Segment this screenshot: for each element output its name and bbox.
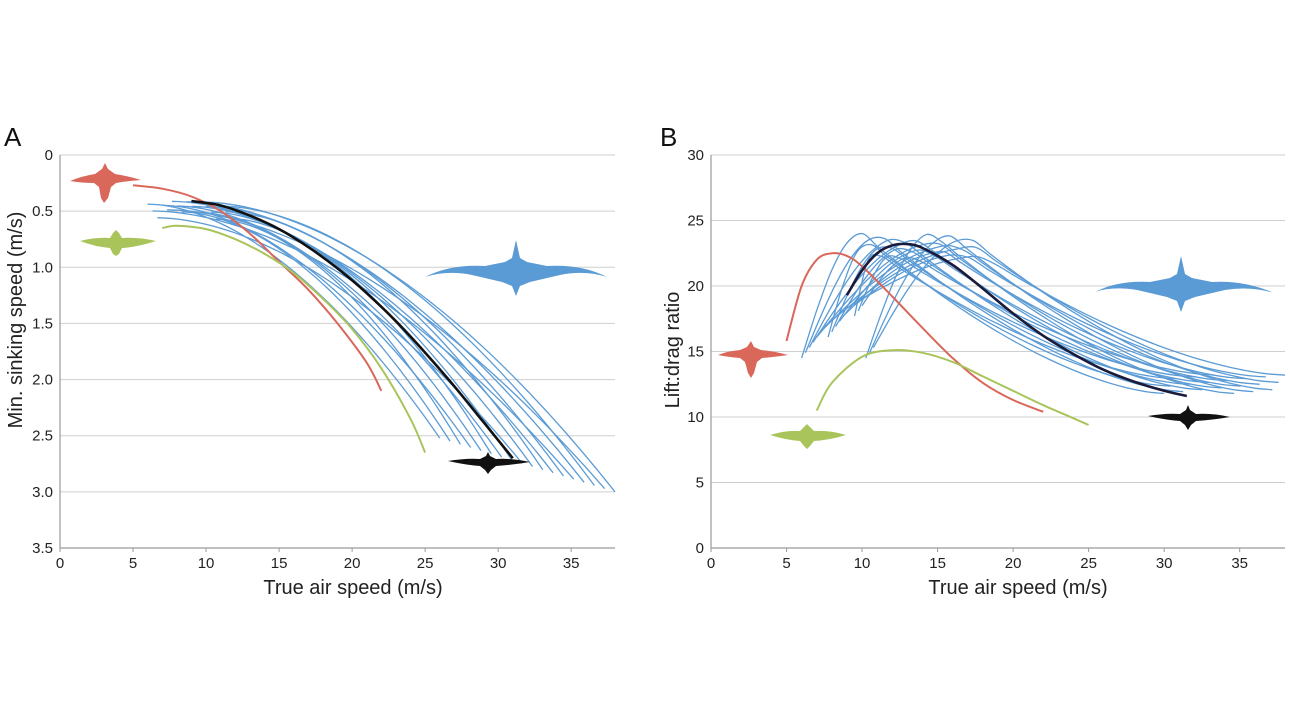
a-blue-curve-8 xyxy=(157,217,523,464)
b-ytick-0: 0 xyxy=(696,540,704,557)
panel-b-gridlines xyxy=(710,154,1285,552)
a-xtick-0: 0 xyxy=(56,555,64,572)
panel-b-ticks: 0 5 10 15 20 25 30 0 5 10 15 20 25 30 35 xyxy=(687,147,1248,572)
b-blue-curve-17 xyxy=(872,238,1273,391)
green-bird-icon-b xyxy=(770,424,846,449)
a-ytick-6: 3.0 xyxy=(32,484,53,501)
b-blue-curve-14 xyxy=(869,235,1254,393)
b-xtick-1: 5 xyxy=(782,555,790,572)
a-xtick-5: 25 xyxy=(417,555,434,572)
a-xtick-1: 5 xyxy=(129,555,137,572)
b-blue-curve-10 xyxy=(838,249,1228,382)
b-black-bird-curve xyxy=(845,242,1188,398)
a-green-bird-curve xyxy=(162,224,427,453)
a-ytick-1: 0.5 xyxy=(32,203,53,220)
a-xtick-3: 15 xyxy=(271,555,288,572)
panel-b-blue-curves xyxy=(800,232,1286,395)
a-blue-curve-14 xyxy=(186,201,585,483)
b-blue-curve-19 xyxy=(850,255,1286,376)
a-ytick-5: 2.5 xyxy=(32,428,53,445)
panel-a-letter: A xyxy=(4,122,22,152)
panel-a: A 00.51.01.52.02.53.03.50 5 10 15 20 25 30 35 T… xyxy=(4,122,616,599)
black-bird-icon xyxy=(448,452,530,474)
green-bird-icon xyxy=(80,230,156,256)
blue-bird-icon-b xyxy=(1095,256,1274,312)
b-blue-curve-11 xyxy=(865,233,1235,395)
b-xtick-7: 35 xyxy=(1231,555,1248,572)
a-xtick-4: 20 xyxy=(344,555,361,572)
b-blue-curve-6 xyxy=(808,238,1203,391)
b-blue-curve-3 xyxy=(804,236,1184,393)
b-ytick-3: 15 xyxy=(687,344,704,361)
panel-a-xlabel: True air speed (m/s) xyxy=(263,577,442,599)
b-ytick-4: 20 xyxy=(687,278,704,295)
b-red-bird-curve xyxy=(785,252,1044,413)
b-green-bird-curve xyxy=(815,349,1090,426)
b-blue-curve-8 xyxy=(861,256,1216,376)
red-bird-icon-b xyxy=(718,341,788,378)
blue-bird-icon xyxy=(425,240,607,296)
a-blue-curve-6 xyxy=(176,205,503,458)
panel-b-ylabel: Lift:drag ratio xyxy=(662,292,684,409)
a-blue-curve-11 xyxy=(171,200,554,474)
b-ytick-2: 10 xyxy=(687,409,704,426)
panel-a-blue-curves xyxy=(147,200,616,493)
a-blue-curve-1 xyxy=(181,211,451,442)
b-xtick-2: 10 xyxy=(854,555,871,572)
a-blue-curve-17 xyxy=(201,201,616,493)
a-blue-curve-16 xyxy=(167,209,606,490)
b-xtick-0: 0 xyxy=(707,555,715,572)
panel-a-ylabel: Min. sinking speed (m/s) xyxy=(5,212,27,429)
b-xtick-3: 15 xyxy=(929,555,946,572)
a-ytick-3: 1.5 xyxy=(32,315,53,332)
a-black-bird-curve xyxy=(191,199,514,460)
panel-b-xlabel: True air speed (m/s) xyxy=(928,577,1107,599)
a-ytick-2: 1.0 xyxy=(32,259,53,276)
panel-a-gridlines xyxy=(59,154,615,552)
a-xtick-6: 30 xyxy=(490,555,507,572)
a-xtick-2: 10 xyxy=(198,555,215,572)
a-blue-curve-7 xyxy=(210,211,513,461)
panel-b-series xyxy=(785,242,1188,426)
a-blue-curve-9 xyxy=(191,205,534,467)
a-ytick-7: 3.5 xyxy=(32,540,53,557)
a-blue-curve-2 xyxy=(215,218,461,445)
a-xtick-7: 35 xyxy=(563,555,580,572)
black-bird-icon-b xyxy=(1148,405,1230,430)
b-ytick-5: 25 xyxy=(687,213,704,230)
a-red-bird-curve xyxy=(132,184,383,392)
panel-a-series xyxy=(132,184,514,460)
red-bird-icon xyxy=(70,163,141,203)
panel-a-ticks: 00.51.01.52.02.53.03.50 5 10 15 20 25 30 35 xyxy=(32,147,579,572)
a-blue-curve-4 xyxy=(196,211,482,451)
a-ytick-4: 2.0 xyxy=(32,372,53,389)
b-ytick-6: 30 xyxy=(687,147,704,164)
b-ytick-1: 5 xyxy=(696,475,704,492)
b-xtick-5: 25 xyxy=(1080,555,1097,572)
a-ytick-0: 0 xyxy=(45,147,53,164)
panel-b: B 0 5 10 15 20 25 30 0 5 10 15 20 25 30 35 True air sp… xyxy=(660,122,1286,599)
b-blue-curve-0 xyxy=(800,232,1165,395)
a-blue-curve-3 xyxy=(162,204,472,448)
a-blue-curve-13 xyxy=(152,210,575,480)
b-xtick-4: 20 xyxy=(1005,555,1022,572)
panel-b-letter: B xyxy=(660,122,677,152)
b-xtick-6: 30 xyxy=(1156,555,1173,572)
